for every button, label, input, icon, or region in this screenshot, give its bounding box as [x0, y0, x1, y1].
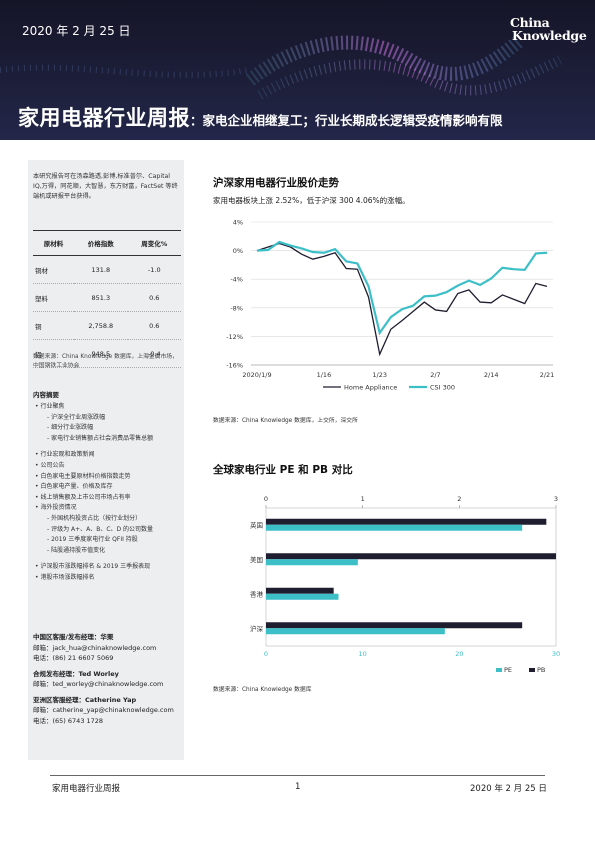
- toc-item: 线上销售额及上市公司市场占有率: [33, 493, 183, 504]
- price-table: 原材料 价格指数 周变化% 铜材 131.8 -1.0 塑料 851.3 0.6 铜 2,…: [33, 230, 181, 368]
- category-label: 美国: [250, 555, 263, 564]
- toc-item: 行业聚焦: [33, 402, 183, 413]
- table-row: 铝 948.5 -0.4: [33, 339, 181, 368]
- pe-pb-title: 全球家电行业 PE 和 PB 对比: [213, 464, 353, 476]
- pb-tick-label: 2: [457, 495, 461, 503]
- legend-swatch-pb: [529, 668, 535, 672]
- footer-title: 家用电器行业周报: [52, 784, 121, 794]
- table-of-contents: 行业聚焦沪深全行业周涨跌幅细分行业涨跌幅家电行业销售额占社会消费品零售总额行业宏…: [33, 402, 183, 584]
- toc-item: 海外投资情况: [33, 503, 183, 514]
- line-chart-source: 数据来源：China Knowledge 数据库，上交所，深交所: [213, 418, 358, 424]
- header-banner: 2020 年 2 月 25 日 China Knowledge 家用电器行业周报…: [0, 0, 595, 140]
- line-chart: 4% 0% -4% -8% -12% -16%2020/1/9 1/16 1/23 2/7 2/1…: [226, 219, 555, 392]
- stock-trend-subtitle: 家用电器板块上涨 2.52%，低于沪深 300 4.06%的涨幅。: [213, 196, 410, 205]
- x-tick-label: 2/21: [540, 371, 555, 379]
- x-tick-label: 2/7: [430, 371, 440, 379]
- toc-item: 行业宏观和政策新闻: [33, 450, 183, 461]
- bar-pb: [266, 622, 523, 629]
- y-tick-label: 4%: [233, 219, 243, 227]
- pb-tick-label: 1: [361, 495, 365, 503]
- pe-tick-label: 30: [552, 650, 560, 658]
- contact-line: 电话：(65) 6743 1728: [33, 716, 104, 725]
- sidebar: 本研究报告可在汤森路透,彭博,标准普尔、Capital IQ,万得，同花顺，大智…: [28, 160, 184, 760]
- contact-heading: 合规发布经理：Ted Worley: [33, 669, 119, 678]
- legend-label: Home Appliance: [344, 384, 397, 392]
- bar-pe: [266, 524, 523, 531]
- footer-divider: [50, 775, 545, 776]
- page-number: 1: [295, 782, 301, 792]
- x-tick-label: 1/16: [317, 371, 332, 379]
- table-row: 铜材 131.8 -1.0: [33, 255, 181, 284]
- table-row: 铜 2,758.8 0.6: [33, 311, 181, 340]
- bar-chart-source: 数据来源：China Knowledge 数据库: [213, 687, 312, 693]
- bar-pe: [266, 593, 339, 600]
- table-source-note: 数据来源：China Knowledge 数据库，上海金属市场，中国钢铁工业协会: [33, 354, 178, 369]
- category-label: 沪深: [250, 624, 264, 633]
- decorative-wave: [0, 34, 563, 100]
- x-tick-label: 2020/1/9: [242, 371, 271, 379]
- contact-block: 亚洲区客服经理：Catherine Yap 邮箱：catherine_yap@ch…: [33, 695, 183, 727]
- y-tick-label: -16%: [226, 362, 243, 370]
- brand-logo: China Knowledge: [510, 15, 587, 43]
- toc-title: 内容摘要: [33, 391, 59, 399]
- toc-item: 陆股通持股市值变化: [33, 546, 183, 557]
- contacts: 中国区客服/发布经理：华栗邮箱：jack_hua@chinaknowledge.…: [33, 632, 183, 731]
- series-line-home-appliance: [256, 242, 548, 357]
- pe-tick-label: 20: [455, 650, 463, 658]
- toc-item: 沪深全行业周涨跌幅: [33, 413, 183, 424]
- y-tick-label: 0%: [233, 247, 243, 255]
- toc-item: 细分行业涨跌幅: [33, 423, 183, 434]
- y-tick-label: -8%: [230, 304, 243, 312]
- legend-swatch-pe: [496, 668, 502, 672]
- toc-item: 外国机构投资占比（按行业划分）: [33, 514, 183, 525]
- series-line-csi-300: [256, 240, 548, 336]
- report-title: 家用电器行业周报：家电企业相继复工；行业长期成长逻辑受疫情影响有限: [18, 106, 503, 130]
- pb-tick-label: 3: [554, 495, 558, 503]
- contact-block: 中国区客服/发布经理：华栗邮箱：jack_hua@chinaknowledge.…: [33, 632, 183, 664]
- x-tick-label: 1/23: [372, 371, 387, 379]
- x-tick-label: 2/14: [484, 371, 499, 379]
- pb-tick-label: 0: [264, 495, 268, 503]
- legend-label: PB: [537, 666, 545, 674]
- toc-item: 港股市场涨跌幅排名: [33, 573, 183, 584]
- toc-item: 评级为 A+、A、B、C、D 的公司数量: [33, 525, 183, 536]
- contact-heading: 亚洲区客服经理：Catherine Yap: [33, 695, 137, 704]
- contact-line: 电话：(86) 21 6607 5069: [33, 654, 114, 662]
- legend-label: PE: [504, 666, 512, 674]
- bar-pb: [266, 518, 547, 525]
- contact-line: 邮箱：jack_hua@chinaknowledge.com: [33, 643, 157, 652]
- toc-item: 沪深股市涨跌幅排名 & 2019 三季报表现: [33, 562, 183, 573]
- toc-item: 2019 三季度家电行业 QFII 持股: [33, 535, 183, 546]
- table-row: 塑料 851.3 0.6: [33, 283, 181, 312]
- plot-frame: [265, 507, 557, 647]
- footer-date: 2020 年 2 月 25 日: [470, 784, 547, 794]
- contact-line: 邮箱：catherine_yap@chinaknowledge.com: [33, 706, 174, 714]
- toc-item: 公司公告: [33, 461, 183, 472]
- price-table-header: 原材料 价格指数 周变化%: [33, 230, 181, 256]
- toc-item: 白色家电产量、价格及库存: [33, 482, 183, 493]
- bar-pb: [266, 587, 334, 594]
- pe-tick-label: 10: [359, 650, 367, 658]
- stock-trend-title: 沪深家用电器行业股价走势: [213, 177, 339, 189]
- bar-pb: [266, 553, 556, 560]
- toc-item: 白色家电主要原材料价格指数走势: [33, 472, 183, 483]
- y-tick-label: -4%: [230, 276, 243, 284]
- toc-item: 家电行业销售额占社会消费品零售总额: [33, 434, 183, 445]
- contact-heading: 中国区客服/发布经理：华栗: [33, 633, 114, 641]
- bar-pe: [266, 559, 358, 566]
- intro-text: 本研究报告可在汤森路透,彭博,标准普尔、Capital IQ,万得，同花顺，大智…: [33, 173, 178, 200]
- category-label: 英国: [250, 520, 263, 529]
- pe-tick-label: 0: [264, 650, 268, 658]
- legend-label: CSI 300: [430, 384, 455, 392]
- contact-line: 邮箱：ted_worley@chinaknowledge.com: [33, 680, 164, 688]
- y-tick-label: -12%: [226, 333, 243, 341]
- contact-block: 合规发布经理：Ted Worley 邮箱：ted_worley@chinaknow…: [33, 669, 183, 690]
- report-date: 2020 年 2 月 25 日: [22, 24, 131, 38]
- category-label: 香港: [250, 589, 264, 598]
- bar-pe: [266, 628, 445, 635]
